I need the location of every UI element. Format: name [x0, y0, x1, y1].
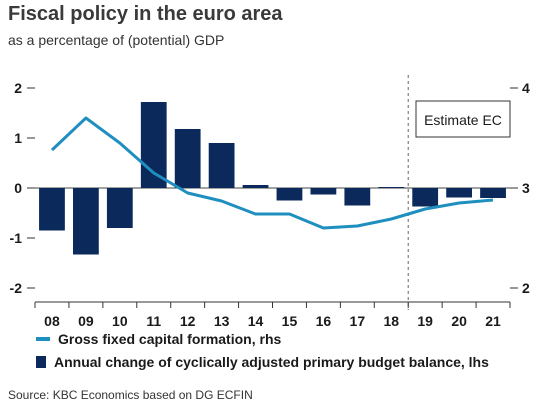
y-right-tick-label: 4	[522, 80, 530, 96]
legend-line-label: Gross fixed capital formation, rhs	[58, 331, 282, 347]
x-tick-label: 08	[44, 313, 60, 329]
bar	[276, 188, 303, 201]
bar	[344, 188, 371, 206]
y-left-tick-label: 1	[14, 130, 22, 146]
bar	[242, 185, 269, 188]
legend-item-bar: Annual change of cyclically adjusted pri…	[36, 354, 489, 370]
x-tick-label: 19	[417, 313, 433, 329]
y-right-tick-label: 3	[522, 180, 530, 196]
x-tick-label: 10	[112, 313, 128, 329]
x-tick-label: 18	[383, 313, 399, 329]
bar	[480, 188, 506, 198]
x-tick-label: 09	[78, 313, 94, 329]
bar	[39, 188, 65, 231]
bar	[174, 129, 201, 188]
bar	[73, 188, 99, 255]
estimate-annotation-label: Estimate EC	[424, 112, 502, 128]
legend-bar-swatch	[36, 356, 46, 368]
x-tick-label: 12	[180, 313, 196, 329]
bar	[140, 102, 167, 188]
bar	[446, 188, 472, 198]
bar	[412, 188, 439, 207]
source-note: Source: KBC Economics based on DG ECFIN	[8, 388, 253, 402]
x-tick-label: 13	[214, 313, 230, 329]
x-tick-label: 14	[248, 313, 264, 329]
y-left-tick-label: 2	[14, 80, 22, 96]
x-tick-label: 21	[485, 313, 501, 329]
legend-bar-label: Annual change of cyclically adjusted pri…	[54, 354, 489, 370]
x-tick-label: 16	[316, 313, 332, 329]
legend-line-swatch	[36, 337, 50, 341]
x-tick-label: 15	[282, 313, 298, 329]
legend-item-line: Gross fixed capital formation, rhs	[36, 331, 281, 347]
y-left-tick-label: -2	[10, 280, 23, 296]
estimate-annotation-box	[415, 100, 511, 138]
chart-title: Fiscal policy in the euro area	[8, 3, 283, 25]
x-tick-label: 20	[451, 313, 467, 329]
y-left-tick-label: 0	[14, 180, 22, 196]
x-tick-label: 17	[350, 313, 366, 329]
y-left-tick-label: -1	[10, 230, 23, 246]
bar	[378, 187, 405, 188]
bar	[208, 143, 235, 188]
bar	[310, 188, 337, 195]
y-right-tick-label: 2	[522, 280, 530, 296]
chart-subtitle: as a percentage of (potential) GDP	[8, 32, 225, 48]
x-tick-label: 11	[146, 313, 161, 329]
line-series	[50, 116, 494, 230]
bar	[106, 188, 133, 228]
